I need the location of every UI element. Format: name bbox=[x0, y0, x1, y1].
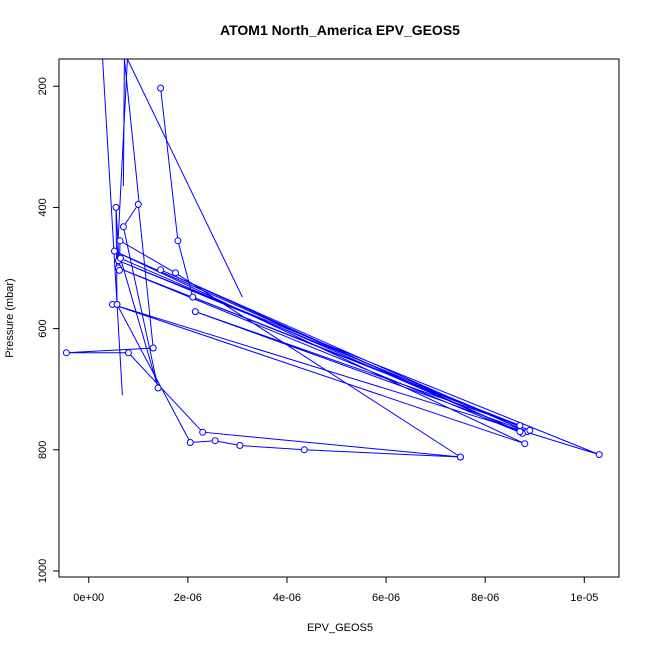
series-points bbox=[62, 84, 603, 461]
x-tick-label: 8e-06 bbox=[471, 592, 499, 604]
data-point-17 bbox=[154, 384, 162, 392]
data-point-0 bbox=[157, 84, 165, 92]
data-point-18 bbox=[119, 223, 127, 231]
data-point-25 bbox=[300, 446, 308, 454]
data-point-9 bbox=[526, 426, 534, 434]
data-point-6 bbox=[157, 266, 165, 274]
chart-title: ATOM1 North_America EPV_GEOS5 bbox=[220, 22, 460, 38]
data-point-22 bbox=[124, 349, 132, 357]
data-point-31 bbox=[116, 266, 123, 274]
x-tick-label: 4e-06 bbox=[273, 592, 301, 604]
series-0-line bbox=[102, 58, 123, 396]
y-tick-label: 400 bbox=[37, 198, 49, 216]
data-point-3 bbox=[516, 422, 524, 429]
data-point-28 bbox=[186, 439, 194, 446]
data-point-14 bbox=[111, 247, 118, 255]
data-point-19 bbox=[134, 200, 142, 208]
series-5-line bbox=[66, 88, 600, 458]
y-axis-label: Pressure (mbar) bbox=[4, 278, 16, 357]
data-point-29 bbox=[113, 300, 121, 308]
data-point-4 bbox=[191, 308, 199, 316]
series-4-line bbox=[123, 58, 140, 205]
x-tick-label: 1e-05 bbox=[570, 592, 598, 604]
series-3-line bbox=[122, 58, 125, 187]
y-tick-label: 800 bbox=[37, 441, 49, 459]
data-point-27 bbox=[211, 437, 219, 445]
data-point-11 bbox=[595, 451, 603, 459]
series-lines bbox=[66, 58, 600, 458]
x-axis: 0e+00 2e-06 4e-06 6e-06 8e-06 1e-05 bbox=[73, 576, 598, 604]
x-tick-label: 6e-06 bbox=[372, 592, 400, 604]
x-tick-label: 0e+00 bbox=[73, 592, 104, 604]
x-tick-label: 2e-06 bbox=[174, 592, 202, 604]
data-point-30 bbox=[112, 203, 120, 211]
y-tick-label: 200 bbox=[37, 77, 49, 95]
data-point-32 bbox=[116, 237, 124, 245]
data-point-34 bbox=[456, 453, 464, 461]
series-2-line bbox=[126, 58, 243, 298]
data-point-15 bbox=[516, 428, 524, 436]
data-point-1 bbox=[174, 237, 182, 245]
data-point-21 bbox=[62, 349, 70, 357]
data-point-26 bbox=[236, 442, 244, 449]
data-point-2 bbox=[189, 293, 197, 301]
data-point-23 bbox=[199, 428, 207, 436]
y-tick-label: 1000 bbox=[37, 559, 49, 583]
data-point-20 bbox=[149, 344, 157, 352]
y-axis: 200 400 600 800 1000 bbox=[37, 77, 60, 583]
data-point-13 bbox=[521, 440, 529, 448]
x-axis-label: EPV_GEOS5 bbox=[307, 622, 373, 634]
y-tick-label: 600 bbox=[37, 319, 49, 337]
data-point-33 bbox=[172, 269, 179, 277]
series-1-line bbox=[116, 58, 128, 263]
data-point-16 bbox=[117, 254, 124, 262]
